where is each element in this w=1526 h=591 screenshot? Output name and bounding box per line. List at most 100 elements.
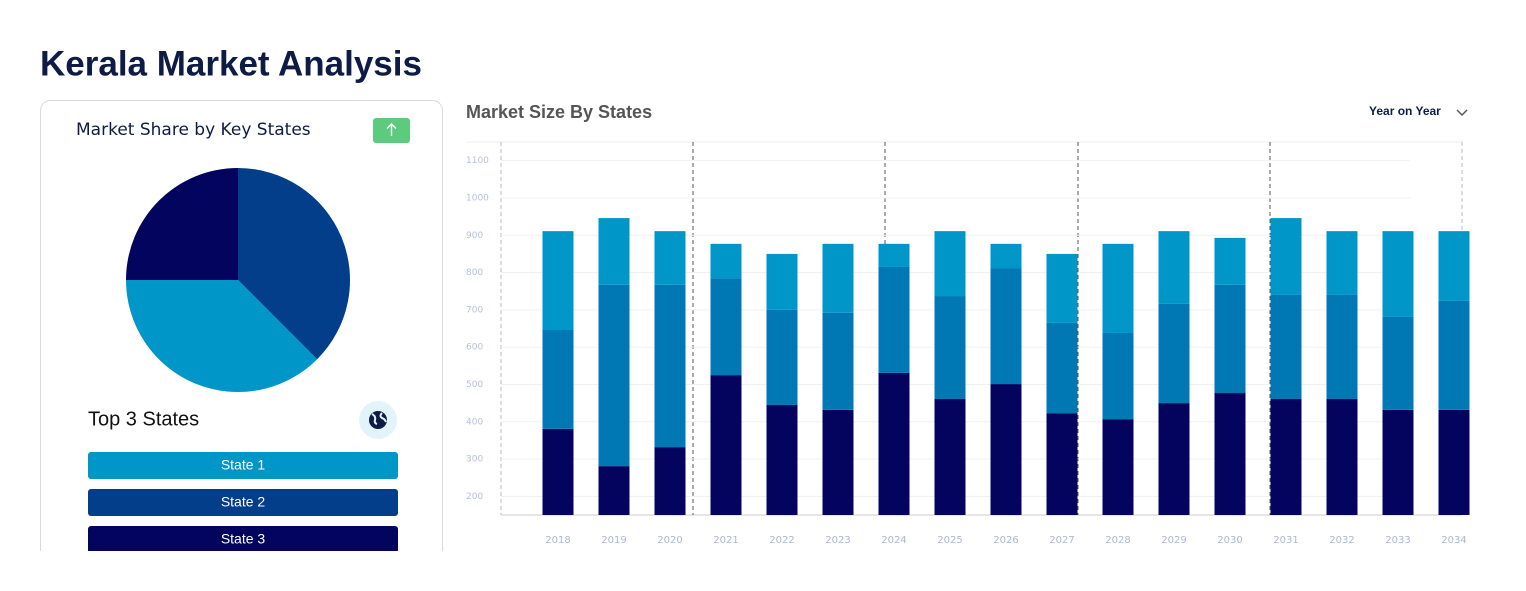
y-tick-label: 800 xyxy=(466,268,483,278)
bar-segment xyxy=(1046,413,1078,515)
bar-segment xyxy=(1046,253,1078,323)
y-tick-label: 900 xyxy=(466,231,483,241)
bar-segment xyxy=(542,329,574,429)
bar-segment xyxy=(1326,294,1358,399)
x-tick-label: 2026 xyxy=(993,535,1018,546)
pie-slice xyxy=(126,168,238,280)
bar-segment xyxy=(710,243,742,279)
bar-segment xyxy=(1102,243,1134,333)
pie-slice xyxy=(238,168,350,360)
x-tick-label: 2029 xyxy=(1161,535,1186,546)
legend-button[interactable] xyxy=(88,489,398,516)
bar-segment xyxy=(934,231,966,297)
legend-button[interactable] xyxy=(88,452,398,479)
bar-segment xyxy=(766,309,798,405)
y-tick-label: 600 xyxy=(466,343,483,353)
bar-segment xyxy=(990,268,1022,385)
bar-segment xyxy=(1046,322,1078,414)
arrow-icon[interactable] xyxy=(386,123,397,136)
x-tick-label: 2018 xyxy=(545,535,570,546)
legend-label[interactable]: State 1 xyxy=(221,457,266,473)
bar-segment xyxy=(1382,231,1414,317)
bar-segment xyxy=(1214,237,1246,285)
bar-segment xyxy=(1382,316,1414,410)
pie xyxy=(126,168,350,392)
bar-segment xyxy=(1270,398,1302,515)
bar-segment xyxy=(542,428,574,515)
y-tick-label: 1100 xyxy=(466,156,489,166)
bar-segment xyxy=(1326,398,1358,515)
bar-segment xyxy=(598,218,630,285)
legend-label[interactable]: State 3 xyxy=(221,531,266,547)
bar-segment xyxy=(1158,403,1190,515)
x-tick-label: 2020 xyxy=(657,535,682,546)
bar-segment xyxy=(934,398,966,515)
bar-segment xyxy=(878,266,910,373)
legend: State 1 State 2 State 3 xyxy=(88,452,398,553)
globe-button[interactable] xyxy=(359,401,397,439)
bar-segment xyxy=(1382,409,1414,515)
x-tick-label: 2027 xyxy=(1049,535,1074,546)
legend-title: Top 3 States xyxy=(88,408,199,430)
bar-chart: 200 300 400 500 600 700 800 900 1000 1100 2018 2019… xyxy=(466,141,1470,546)
x-tick-label: 2031 xyxy=(1273,535,1298,546)
bar-segment xyxy=(990,243,1022,269)
legend-button[interactable] xyxy=(88,526,398,553)
x-tick-label: 2021 xyxy=(713,535,738,546)
bar-segment xyxy=(822,312,854,410)
bar-segment xyxy=(598,466,630,515)
period-dropdown[interactable]: Year on Year xyxy=(1369,104,1468,118)
bar-segment xyxy=(654,447,686,515)
bar-segment xyxy=(990,384,1022,515)
x-tick-label: 2034 xyxy=(1441,535,1466,546)
x-tick-label: 2033 xyxy=(1385,535,1410,546)
y-tick-label: 300 xyxy=(466,455,483,465)
y-tick-label: 1000 xyxy=(466,193,489,203)
pie-card: Market Share by Key States Top 3 States … xyxy=(40,100,443,553)
bar-segment xyxy=(710,278,742,376)
page-title: Kerala Market Analysis xyxy=(40,44,422,83)
y-tick-label: 700 xyxy=(466,305,483,315)
bar-segment xyxy=(710,375,742,515)
bar-segment xyxy=(1214,284,1246,394)
x-tick-label: 2032 xyxy=(1329,535,1354,546)
y-tick-label: 400 xyxy=(466,417,483,427)
x-tick-label: 2019 xyxy=(601,535,626,546)
bar-segment xyxy=(822,409,854,515)
globe-lines xyxy=(371,412,387,425)
y-tick-label: 500 xyxy=(466,380,483,390)
pie-slice xyxy=(126,280,318,392)
bar-segment xyxy=(1102,419,1134,515)
bar-segment xyxy=(598,284,630,467)
bar-segment xyxy=(1438,300,1470,410)
y-tick-label: 200 xyxy=(466,492,483,502)
bar-segment xyxy=(878,372,910,515)
bar-segment xyxy=(1270,218,1302,295)
bar-segment xyxy=(1158,231,1190,304)
bar-segment xyxy=(654,284,686,448)
dropdown-label[interactable]: Year on Year xyxy=(1369,104,1441,118)
bar-segment xyxy=(878,243,910,267)
chart-title: Market Size By States xyxy=(466,102,652,122)
bar-segment xyxy=(1102,332,1134,420)
bar-segment xyxy=(542,231,574,330)
bar-segment xyxy=(934,296,966,399)
chevron[interactable] xyxy=(1456,109,1468,117)
bar-segment xyxy=(1214,393,1246,515)
bar-segment xyxy=(766,253,798,310)
x-tick-label: 2023 xyxy=(825,535,850,546)
bar-segment xyxy=(1326,231,1358,295)
bar-segment xyxy=(1158,303,1190,404)
bar-segment xyxy=(766,404,798,515)
x-tick-label: 2030 xyxy=(1217,535,1242,546)
card-title: Market Share by Key States xyxy=(76,120,311,140)
x-tick-label: 2024 xyxy=(881,535,906,546)
bar-segment xyxy=(822,243,854,313)
x-tick-label: 2025 xyxy=(937,535,962,546)
bar-segment xyxy=(1438,231,1470,301)
export-button[interactable] xyxy=(373,118,410,143)
x-tick-label: 2028 xyxy=(1105,535,1130,546)
x-tick-label: 2022 xyxy=(769,535,794,546)
legend-label[interactable]: State 2 xyxy=(221,494,266,510)
